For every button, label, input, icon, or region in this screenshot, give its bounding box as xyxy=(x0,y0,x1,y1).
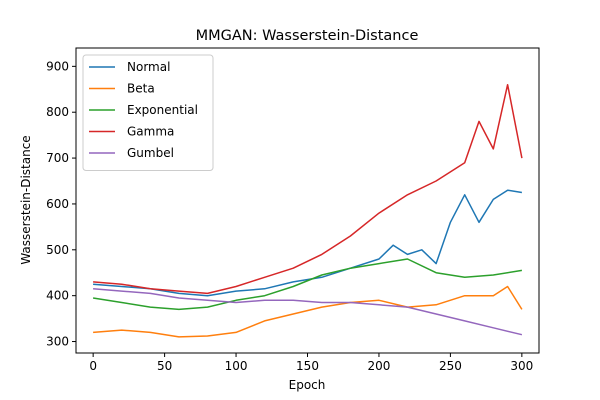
legend: Normal Beta Exponential Gamma Gumbel xyxy=(82,54,214,171)
y-tick-label: 300 xyxy=(46,335,69,349)
y-tick-label: 600 xyxy=(46,197,69,211)
x-tick-label: 50 xyxy=(157,359,172,373)
x-tick-label: 100 xyxy=(225,359,248,373)
y-axis-title: Wasserstein-Distance xyxy=(19,135,33,264)
series-line-exponential xyxy=(92,258,523,311)
series-line-gumbel xyxy=(93,288,523,336)
y-tick-label: 700 xyxy=(46,151,69,165)
y-tick-label: 500 xyxy=(46,243,69,257)
y-tick-label: 900 xyxy=(46,59,69,73)
x-tick-label: 300 xyxy=(510,359,533,373)
x-axis-title: Epoch xyxy=(289,378,326,392)
series-line-normal xyxy=(93,189,523,297)
series-line-gamma xyxy=(93,83,523,295)
x-axis: 0 50 100 150 200 250 300 xyxy=(89,353,533,373)
legend-label-gamma: Gamma xyxy=(127,125,174,139)
x-tick-label: 200 xyxy=(367,359,390,373)
chart-title: MMGAN: Wasserstein-Distance xyxy=(196,28,419,44)
legend-label-beta: Beta xyxy=(127,82,155,96)
x-tick-label: 250 xyxy=(439,359,462,373)
y-axis: 300 400 500 600 700 800 900 xyxy=(46,59,76,349)
x-tick-label: 0 xyxy=(89,359,97,373)
series-layer xyxy=(92,83,523,338)
y-tick-label: 400 xyxy=(46,289,69,303)
legend-box xyxy=(82,54,214,171)
x-tick-label: 150 xyxy=(296,359,319,373)
legend-label-gumbel: Gumbel xyxy=(127,146,174,160)
legend-label-normal: Normal xyxy=(127,60,170,74)
y-tick-label: 800 xyxy=(46,105,69,119)
legend-label-exponential: Exponential xyxy=(127,103,198,117)
series-line-beta xyxy=(93,285,523,338)
